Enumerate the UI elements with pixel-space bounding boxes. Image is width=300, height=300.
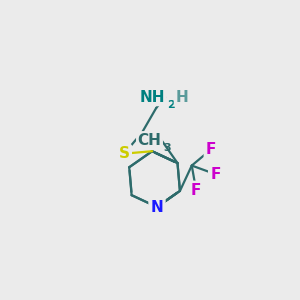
Text: S: S: [119, 146, 130, 161]
Text: 2: 2: [167, 100, 175, 110]
Text: H: H: [175, 90, 188, 105]
Text: F: F: [210, 167, 220, 182]
Text: F: F: [206, 142, 216, 157]
Text: NH: NH: [140, 90, 165, 105]
Text: 3: 3: [164, 143, 171, 153]
Text: N: N: [151, 200, 164, 214]
Text: F: F: [191, 183, 201, 198]
Text: CH: CH: [138, 133, 161, 148]
